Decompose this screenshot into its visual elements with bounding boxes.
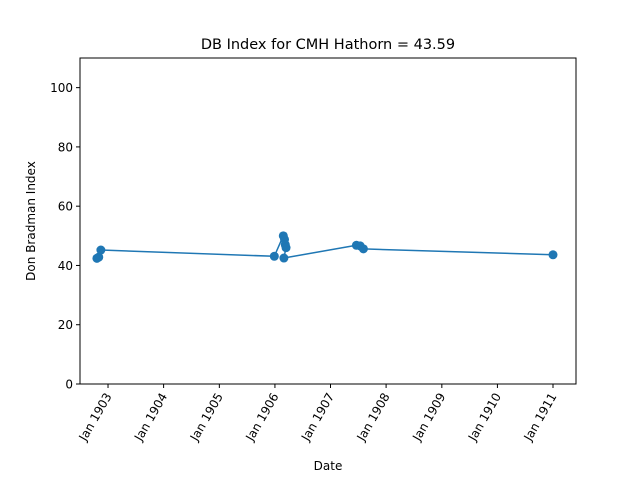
chart-title: DB Index for CMH Hathorn = 43.59 [201, 37, 455, 53]
data-point [358, 244, 368, 254]
y-tick-label: 100 [50, 81, 73, 95]
x-tick-label: Jan 1910 [465, 391, 504, 445]
data-point [269, 251, 279, 261]
x-axis: Jan 1903 Jan 1904 Jan 1905 Jan 1906 Jan 1907… [76, 384, 560, 444]
data-point [548, 250, 558, 260]
data-point [281, 243, 291, 253]
y-tick-label: 60 [58, 200, 73, 214]
x-axis-label: Date [314, 459, 343, 473]
series-layer [92, 231, 558, 263]
y-tick-label: 0 [65, 378, 73, 392]
x-tick-label: Jan 1909 [409, 391, 448, 445]
data-point [279, 253, 289, 263]
x-tick-label: Jan 1904 [131, 391, 170, 445]
y-tick-label: 80 [58, 140, 73, 154]
x-tick-label: Jan 1911 [521, 391, 560, 445]
y-axis-label: Don Bradman Index [24, 161, 38, 281]
plot-frame [79, 57, 577, 385]
y-tick-label: 40 [58, 259, 73, 273]
series-line [96, 235, 554, 259]
y-tick-label: 20 [58, 318, 73, 332]
y-axis: 0 20 40 60 80 100 [50, 81, 80, 392]
x-tick-label: Jan 1903 [76, 391, 115, 445]
data-point [96, 245, 106, 255]
x-tick-label: Jan 1906 [242, 391, 281, 445]
x-tick-label: Jan 1905 [187, 391, 226, 445]
data-point [94, 252, 104, 262]
x-tick-label: Jan 1908 [354, 391, 393, 445]
x-tick-label: Jan 1907 [298, 391, 337, 445]
